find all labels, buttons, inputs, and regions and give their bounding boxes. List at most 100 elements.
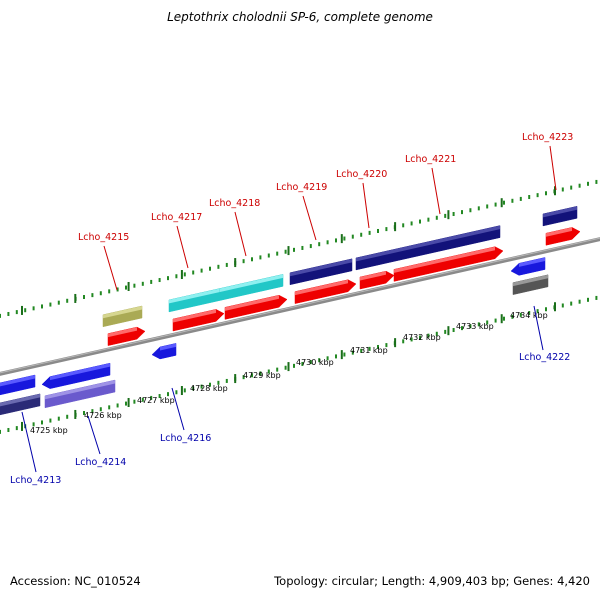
ruler-dot-upper xyxy=(66,298,69,303)
leader-line xyxy=(103,245,118,291)
ruler-dot-lower xyxy=(15,426,18,431)
ruler-dot-upper xyxy=(301,245,304,250)
leader-line xyxy=(176,225,189,269)
ruler-tick-upper xyxy=(234,258,237,268)
ruler-dot-upper xyxy=(251,257,253,262)
tick-label: 4732 kbp xyxy=(403,333,441,342)
ruler-dots xyxy=(0,179,598,434)
cds-Lcho_4213-highlight xyxy=(0,393,40,407)
ruler-dot-upper xyxy=(469,208,472,213)
ruler-dot-upper xyxy=(108,289,111,294)
ruler-dot-lower xyxy=(419,335,421,340)
ruler-dot-lower xyxy=(528,311,531,316)
gene-features xyxy=(0,205,581,416)
gene-label: Lcho_4214 xyxy=(75,457,126,468)
ruler-dot-upper xyxy=(15,310,18,315)
ruler-dot-upper xyxy=(419,219,421,224)
ruler-tick-lower xyxy=(180,386,183,396)
ruler-dot-lower xyxy=(108,405,111,410)
ruler-dot-lower xyxy=(444,329,447,334)
tick-label: 4726 kbp xyxy=(84,411,122,420)
ruler-tick-upper xyxy=(21,305,23,315)
ruler-dot-upper xyxy=(267,253,270,258)
ruler-dot-upper xyxy=(545,191,547,196)
ruler-dot-upper xyxy=(587,181,589,186)
ruler-dot-lower xyxy=(561,303,564,308)
ruler-dot-upper xyxy=(595,179,598,184)
cds-Lcho_4218-highlight xyxy=(225,295,279,311)
ruler-dot-upper xyxy=(561,187,564,192)
ruler-dot-upper xyxy=(368,230,371,235)
leader-line xyxy=(87,415,101,455)
tick-label: 4728 kbp xyxy=(190,384,228,393)
cds-Lcho_4221 xyxy=(393,246,504,282)
ruler-dot-upper xyxy=(494,202,497,207)
tick-label: 4733 kbp xyxy=(456,322,494,331)
ruler-dot-upper xyxy=(133,283,136,288)
ruler-dot-upper xyxy=(150,279,153,284)
ruler-dot-lower xyxy=(276,367,279,372)
ruler-dot-lower xyxy=(410,337,413,342)
cds-Lcho_4215-highlight xyxy=(108,327,137,338)
cds-Lcho_4219-highlight xyxy=(295,279,348,296)
ruler-dot-upper xyxy=(335,238,337,243)
ruler-dot-lower xyxy=(435,331,438,336)
ruler-tick-lower xyxy=(74,409,77,419)
leader-line xyxy=(431,167,441,215)
ruler-dot-lower xyxy=(536,309,539,314)
gene-labels: Lcho_4215 Lcho_4217 Lcho_4218 Lcho_4219 Lcho… xyxy=(10,132,573,486)
ruler-dot-upper xyxy=(7,311,10,316)
ruler-dot-upper xyxy=(209,266,211,271)
cds-Lcho_4214-highlight xyxy=(45,380,115,400)
ruler-dot-upper xyxy=(276,251,279,256)
ruler-dot-upper xyxy=(167,276,169,281)
ruler-dot-lower xyxy=(141,397,144,402)
ruler-dot-upper xyxy=(200,268,203,273)
gene-label: Lcho_4222 xyxy=(519,352,570,363)
ruler-dot-upper xyxy=(293,247,295,252)
ruler-tick-lower xyxy=(287,362,290,372)
ruler-tick-upper xyxy=(554,186,556,196)
ruler-tick-lower xyxy=(394,338,397,348)
tick-label: 4730 kbp xyxy=(296,358,334,367)
ruler-dot-lower xyxy=(343,352,346,357)
gene-label: Lcho_4219 xyxy=(276,182,327,193)
ruler-dot-upper xyxy=(309,244,312,249)
ruler-dot-lower xyxy=(41,420,43,425)
ruler-dot-lower xyxy=(66,414,69,419)
gene-Lcho_4217-highlight xyxy=(169,288,220,304)
ruler-dot-lower xyxy=(242,375,245,380)
ruler-dot-upper xyxy=(511,198,514,203)
genome-summary-text: Topology: circular; Length: 4,909,403 bp… xyxy=(274,574,590,588)
ruler-dot-upper xyxy=(125,285,127,290)
ruler-dot-upper xyxy=(41,304,43,309)
ruler-dot-lower xyxy=(545,307,547,312)
ruler-tick-upper xyxy=(500,198,503,208)
ruler-dot-lower xyxy=(99,407,102,412)
ruler-dot-lower xyxy=(150,395,153,400)
gene-label: Lcho_4220 xyxy=(336,169,387,180)
ruler-dot-upper xyxy=(444,213,447,218)
gene-Lcho_4223-highlight xyxy=(543,206,577,218)
ruler-dot-upper xyxy=(427,217,430,222)
gene-Lcho_4214-highlight xyxy=(50,363,110,381)
ruler-dot-upper xyxy=(225,262,228,267)
ruler-dot-upper xyxy=(183,272,186,277)
ruler-dot-lower xyxy=(57,416,60,421)
ruler-tick-upper xyxy=(127,281,130,291)
ruler-dot-lower xyxy=(494,318,497,323)
ruler-dot-lower xyxy=(251,373,253,378)
ruler-tick-lower xyxy=(234,374,237,384)
gene-Lcho_4222-highlight xyxy=(519,257,545,267)
ruler-dot-lower xyxy=(368,346,371,351)
ruler-tick-lower xyxy=(447,326,450,336)
leader-line xyxy=(362,182,370,229)
ruler-dot-upper xyxy=(326,240,329,245)
ruler-dot-upper xyxy=(141,281,144,286)
gene-label: Lcho_4218 xyxy=(209,198,260,209)
ruler-dot-upper xyxy=(435,215,438,220)
ruler-dot-lower xyxy=(293,363,295,368)
cds-Lcho_4223-highlight xyxy=(546,227,572,237)
gene-Lcho_4218-highlight xyxy=(220,274,283,292)
